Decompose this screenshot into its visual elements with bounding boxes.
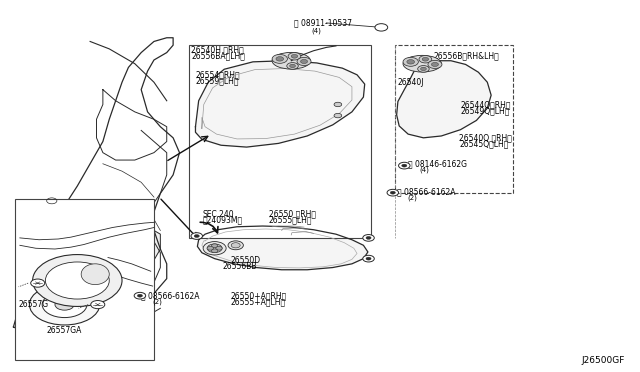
Circle shape: [387, 189, 399, 196]
Circle shape: [419, 55, 432, 63]
Circle shape: [276, 57, 284, 61]
Circle shape: [42, 292, 87, 318]
Text: 26556B（RH&LH）: 26556B（RH&LH）: [434, 51, 499, 60]
Circle shape: [334, 102, 342, 107]
Text: 26556BB: 26556BB: [223, 262, 257, 270]
Text: 26555（LH）: 26555（LH）: [269, 216, 312, 225]
Text: (4): (4): [312, 27, 321, 33]
Text: 26555+A（LH）: 26555+A（LH）: [230, 297, 285, 306]
Text: Ⓢ 08566-6162A: Ⓢ 08566-6162A: [141, 291, 200, 300]
Circle shape: [138, 294, 143, 297]
Circle shape: [288, 52, 301, 60]
Text: J26500GF: J26500GF: [582, 356, 625, 365]
Text: 26550D: 26550D: [230, 256, 260, 264]
Circle shape: [403, 57, 419, 66]
Circle shape: [207, 246, 214, 250]
Circle shape: [420, 67, 426, 71]
Polygon shape: [135, 231, 161, 264]
Text: 26550 （RH）: 26550 （RH）: [269, 210, 316, 219]
Text: (2): (2): [153, 298, 163, 305]
Text: 26540H （RH）: 26540H （RH）: [191, 45, 244, 54]
Circle shape: [363, 255, 374, 262]
Circle shape: [191, 233, 202, 239]
Text: 26545Q（LH）: 26545Q（LH）: [460, 139, 509, 148]
Circle shape: [390, 191, 396, 194]
Circle shape: [422, 57, 429, 61]
Ellipse shape: [81, 264, 109, 285]
Text: Ⓝ 08911-10537: Ⓝ 08911-10537: [294, 19, 353, 28]
Text: 26540Q （RH）: 26540Q （RH）: [460, 133, 512, 142]
Text: 26540J: 26540J: [398, 78, 424, 87]
Text: (2): (2): [408, 195, 417, 201]
Circle shape: [207, 244, 222, 253]
Circle shape: [31, 279, 45, 287]
Circle shape: [45, 262, 109, 299]
Circle shape: [297, 57, 311, 65]
Circle shape: [363, 235, 374, 241]
Circle shape: [431, 62, 438, 67]
Text: （24093M）: （24093M）: [202, 216, 243, 225]
Bar: [189, 45, 371, 238]
Bar: [15, 199, 154, 360]
Text: 26550+A（RH）: 26550+A（RH）: [230, 291, 287, 300]
Circle shape: [407, 60, 415, 64]
Text: (4): (4): [419, 166, 429, 173]
Circle shape: [194, 235, 199, 237]
Text: Ⓢ 08566-6162A: Ⓢ 08566-6162A: [397, 187, 455, 196]
Circle shape: [334, 113, 342, 118]
Circle shape: [402, 164, 407, 167]
Text: 26549Q（LH）: 26549Q（LH）: [461, 106, 510, 115]
Text: 26556BA（LH）: 26556BA（LH）: [191, 51, 245, 60]
Circle shape: [216, 246, 222, 250]
Circle shape: [287, 62, 298, 69]
Circle shape: [291, 54, 298, 58]
Circle shape: [203, 241, 226, 255]
Ellipse shape: [272, 52, 310, 69]
Text: SEC.240: SEC.240: [202, 210, 234, 219]
Text: Ⓢ 08146-6162G: Ⓢ 08146-6162G: [408, 159, 467, 168]
Circle shape: [418, 65, 429, 72]
Circle shape: [55, 299, 74, 310]
Circle shape: [290, 64, 296, 68]
Bar: [396, 45, 513, 193]
Circle shape: [211, 244, 218, 248]
Circle shape: [211, 249, 218, 253]
Text: 26557GA: 26557GA: [47, 326, 82, 335]
Circle shape: [301, 60, 308, 64]
Polygon shape: [195, 61, 365, 147]
Circle shape: [134, 292, 146, 299]
Circle shape: [399, 162, 410, 169]
Polygon shape: [197, 226, 368, 270]
Circle shape: [375, 24, 388, 31]
Circle shape: [33, 254, 122, 307]
Circle shape: [366, 257, 371, 260]
Polygon shape: [397, 61, 491, 138]
Text: 26554（RH）: 26554（RH）: [195, 70, 240, 79]
Circle shape: [366, 236, 371, 239]
Text: 26559（LH）: 26559（LH）: [195, 76, 239, 85]
Text: 26557G: 26557G: [19, 300, 49, 309]
Circle shape: [91, 301, 105, 309]
Ellipse shape: [403, 55, 442, 72]
Circle shape: [231, 243, 240, 248]
Circle shape: [228, 241, 243, 250]
Circle shape: [428, 60, 442, 68]
Text: 26544Q（RH）: 26544Q（RH）: [461, 100, 511, 109]
Circle shape: [272, 54, 287, 63]
Circle shape: [29, 284, 100, 325]
